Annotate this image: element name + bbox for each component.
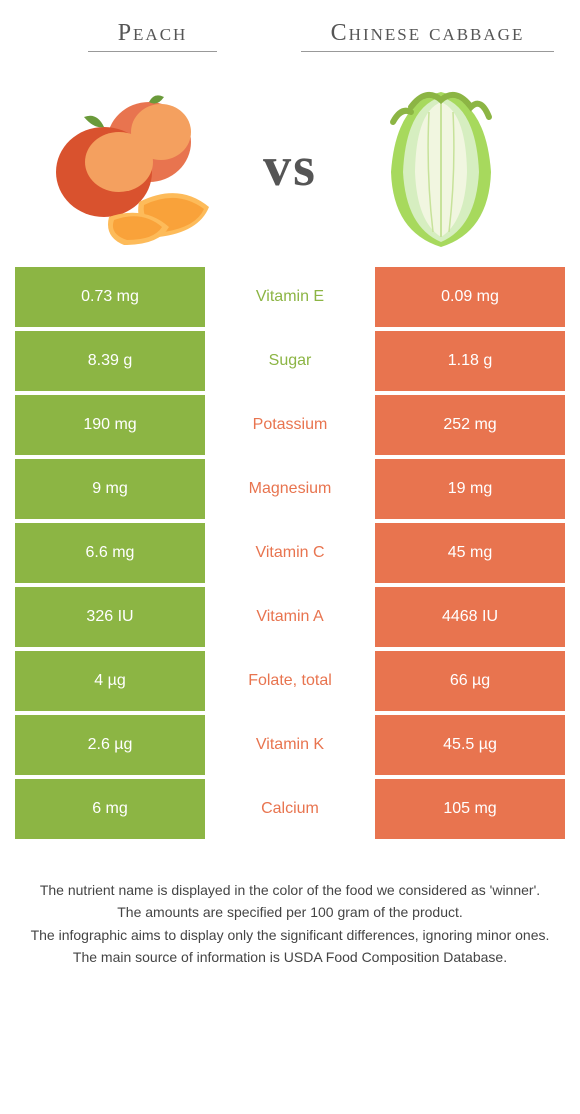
nutrient-row: 2.6 µgVitamin K45.5 µg bbox=[15, 715, 565, 775]
nutrient-value-left: 8.39 g bbox=[15, 331, 205, 391]
nutrient-name: Magnesium bbox=[205, 459, 375, 519]
nutrient-row: 4 µgFolate, total66 µg bbox=[15, 651, 565, 711]
vs-label: vs bbox=[263, 135, 317, 199]
illustration-row: vs bbox=[15, 77, 565, 257]
nutrient-row: 8.39 gSugar1.18 g bbox=[15, 331, 565, 391]
nutrient-value-right: 45.5 µg bbox=[375, 715, 565, 775]
nutrient-value-right: 105 mg bbox=[375, 779, 565, 839]
nutrient-value-right: 252 mg bbox=[375, 395, 565, 455]
cabbage-image bbox=[317, 77, 565, 257]
nutrient-row: 190 mgPotassium252 mg bbox=[15, 395, 565, 455]
nutrient-value-left: 9 mg bbox=[15, 459, 205, 519]
peach-image bbox=[15, 77, 263, 257]
nutrient-row: 9 mgMagnesium19 mg bbox=[15, 459, 565, 519]
food-left-title: Peach bbox=[88, 20, 218, 52]
footnote-line: The nutrient name is displayed in the co… bbox=[25, 879, 555, 901]
nutrient-name: Vitamin C bbox=[205, 523, 375, 583]
nutrient-row: 326 IUVitamin A4468 IU bbox=[15, 587, 565, 647]
footnotes: The nutrient name is displayed in the co… bbox=[15, 879, 565, 969]
nutrient-value-right: 1.18 g bbox=[375, 331, 565, 391]
nutrient-value-left: 4 µg bbox=[15, 651, 205, 711]
nutrient-value-right: 0.09 mg bbox=[375, 267, 565, 327]
nutrient-name: Folate, total bbox=[205, 651, 375, 711]
nutrient-row: 0.73 mgVitamin E0.09 mg bbox=[15, 267, 565, 327]
nutrient-table: 0.73 mgVitamin E0.09 mg8.39 gSugar1.18 g… bbox=[15, 267, 565, 839]
nutrient-value-left: 190 mg bbox=[15, 395, 205, 455]
nutrient-value-left: 0.73 mg bbox=[15, 267, 205, 327]
nutrient-value-right: 45 mg bbox=[375, 523, 565, 583]
nutrient-name: Potassium bbox=[205, 395, 375, 455]
footnote-line: The infographic aims to display only the… bbox=[25, 924, 555, 946]
header: Peach Chinese cabbage bbox=[15, 20, 565, 67]
nutrient-name: Vitamin K bbox=[205, 715, 375, 775]
footnote-line: The amounts are specified per 100 gram o… bbox=[25, 901, 555, 923]
nutrient-name: Vitamin A bbox=[205, 587, 375, 647]
nutrient-name: Calcium bbox=[205, 779, 375, 839]
nutrient-value-left: 6 mg bbox=[15, 779, 205, 839]
nutrient-value-right: 4468 IU bbox=[375, 587, 565, 647]
nutrient-value-left: 326 IU bbox=[15, 587, 205, 647]
nutrient-row: 6.6 mgVitamin C45 mg bbox=[15, 523, 565, 583]
nutrient-row: 6 mgCalcium105 mg bbox=[15, 779, 565, 839]
nutrient-name: Sugar bbox=[205, 331, 375, 391]
footnote-line: The main source of information is USDA F… bbox=[25, 946, 555, 968]
nutrient-value-left: 6.6 mg bbox=[15, 523, 205, 583]
food-right-title: Chinese cabbage bbox=[301, 20, 555, 52]
nutrient-value-left: 2.6 µg bbox=[15, 715, 205, 775]
nutrient-value-right: 66 µg bbox=[375, 651, 565, 711]
nutrient-value-right: 19 mg bbox=[375, 459, 565, 519]
nutrient-name: Vitamin E bbox=[205, 267, 375, 327]
